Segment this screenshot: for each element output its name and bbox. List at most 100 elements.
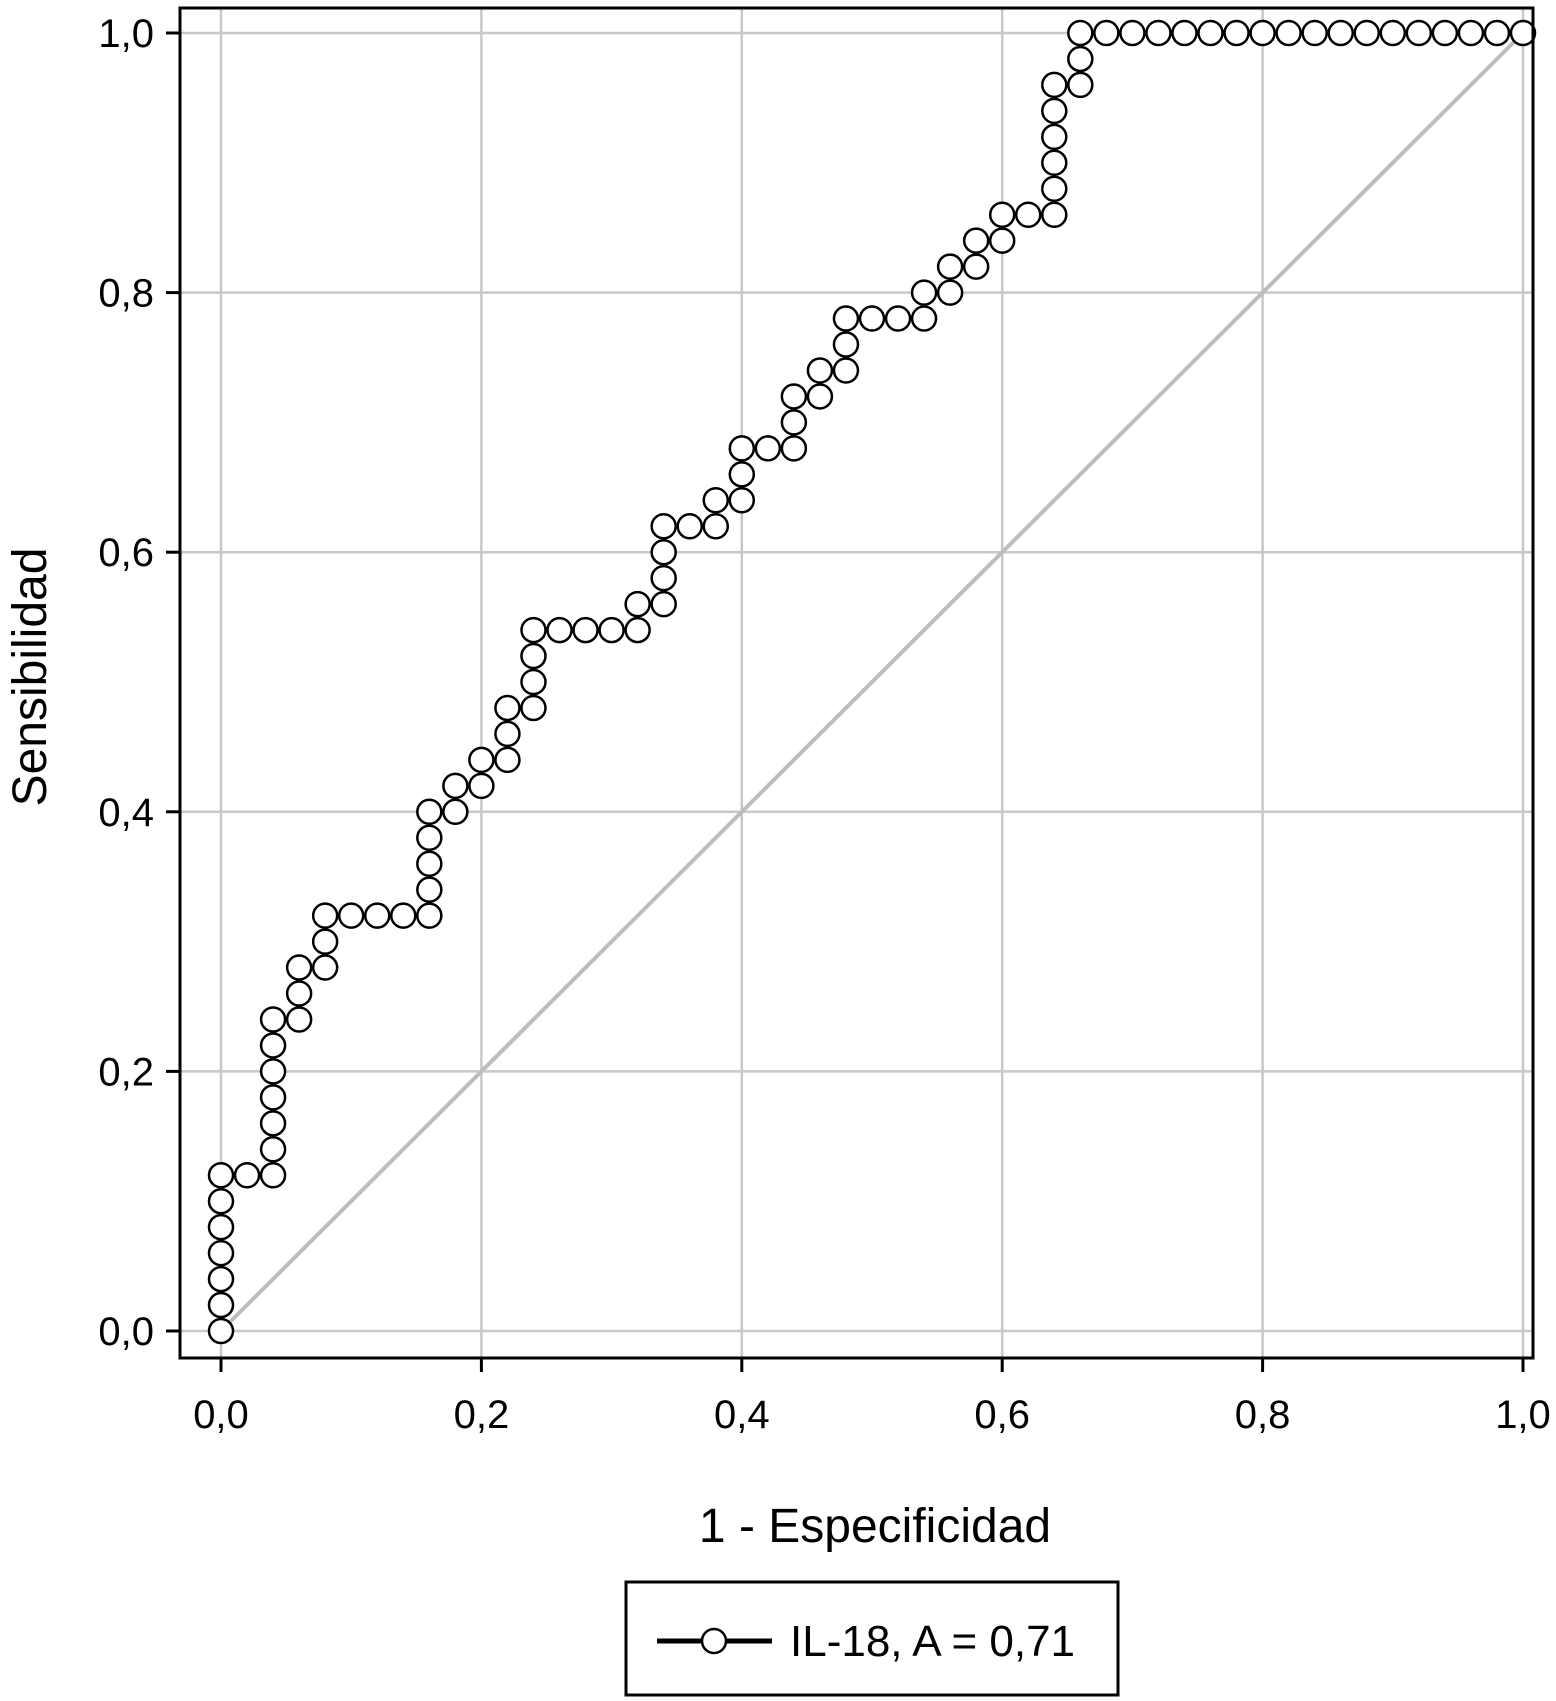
data-point [806,357,834,384]
data-point [416,798,443,826]
x-axis-ticks: 0,0 0,2 0,4 0,6 0,8 1,0 [193,1358,1551,1437]
y-tick-label: 0,4 [98,791,154,835]
y-tick-label: 1,0 [98,12,154,56]
grid-lines [180,8,1533,1358]
plot-frame [178,6,1535,1360]
data-point [1119,19,1146,47]
data-point [988,201,1016,228]
data-point [702,512,730,540]
data-point [1067,19,1094,47]
data-point [650,538,677,566]
data-point [259,1136,287,1163]
x-axis-label: 1 - Especificidad [699,1500,1051,1553]
data-point [363,902,391,929]
data-point [207,1239,235,1267]
data-point [1353,19,1381,47]
data-point [1041,149,1068,177]
data-point [259,1161,287,1189]
data-point [311,928,339,955]
series-group [207,19,1537,1345]
data-point [520,668,547,696]
x-tick-label: 0,2 [454,1393,510,1437]
data-point [390,902,417,929]
data-point [780,383,808,410]
data-point [728,487,756,514]
data-point [494,720,521,748]
y-tick-label: 0,0 [98,1310,154,1354]
data-point [416,824,443,852]
data-point [728,461,756,488]
data-point [1041,71,1068,99]
data-point [311,902,339,929]
data-point [780,409,808,436]
data-point [832,305,860,332]
data-point [494,694,521,722]
data-point [285,954,313,981]
data-point [1275,19,1302,47]
data-point [546,616,573,644]
data-point [311,954,339,981]
data-point [1145,19,1172,47]
data-point [1067,71,1094,99]
data-point [442,798,469,826]
data-point [1171,19,1198,47]
data-point [207,1161,235,1189]
data-point [884,305,912,332]
data-point [598,616,625,644]
data-point [702,487,730,514]
y-axis-label: Sensibilidad [4,548,57,807]
x-tick-label: 0,6 [974,1393,1030,1437]
data-point [233,1161,261,1189]
data-point [910,305,938,332]
data-point [624,590,651,618]
legend-label: IL-18, A = 0,71 [790,1617,1075,1666]
data-point [285,1006,313,1033]
data-point [416,876,443,903]
data-point [1041,201,1068,228]
data-point [962,227,990,254]
y-tick-label: 0,6 [98,531,154,575]
data-point [650,512,677,540]
data-point [259,1110,287,1137]
y-axis-ticks: 0,0 0,2 0,4 0,6 0,8 1,0 [98,12,180,1354]
data-point [207,1265,235,1293]
data-point [936,279,964,306]
data-point [832,331,860,358]
data-point [520,642,547,670]
x-tick-label: 1,0 [1495,1393,1551,1437]
data-point [1379,19,1407,47]
data-point [520,694,547,722]
legend-marker-swatch [700,1627,728,1655]
x-tick-label: 0,0 [193,1393,249,1437]
data-point [1197,19,1224,47]
legend: IL-18, A = 0,71 [624,1580,1120,1697]
data-point [337,902,365,929]
data-point [207,1291,235,1319]
y-tick-label: 0,2 [98,1050,154,1094]
x-tick-label: 0,8 [1235,1393,1291,1437]
data-point [1223,19,1250,47]
data-point [494,746,521,774]
data-point [962,253,990,280]
x-tick-label: 0,4 [714,1393,770,1437]
data-point [207,1317,235,1345]
data-point [1301,19,1328,47]
data-point [1067,45,1094,73]
data-point [207,1213,235,1241]
data-point [259,1058,287,1085]
data-point [1509,19,1537,47]
data-point [1457,19,1485,47]
data-point [624,616,651,644]
data-point [988,227,1016,254]
data-point [1431,19,1459,47]
data-point [1405,19,1433,47]
data-point [572,616,599,644]
data-point [207,1187,235,1215]
data-point [754,435,782,462]
data-point [468,746,495,774]
data-point [780,435,808,462]
data-point [936,253,964,280]
data-point [416,850,443,877]
data-point [259,1084,287,1111]
